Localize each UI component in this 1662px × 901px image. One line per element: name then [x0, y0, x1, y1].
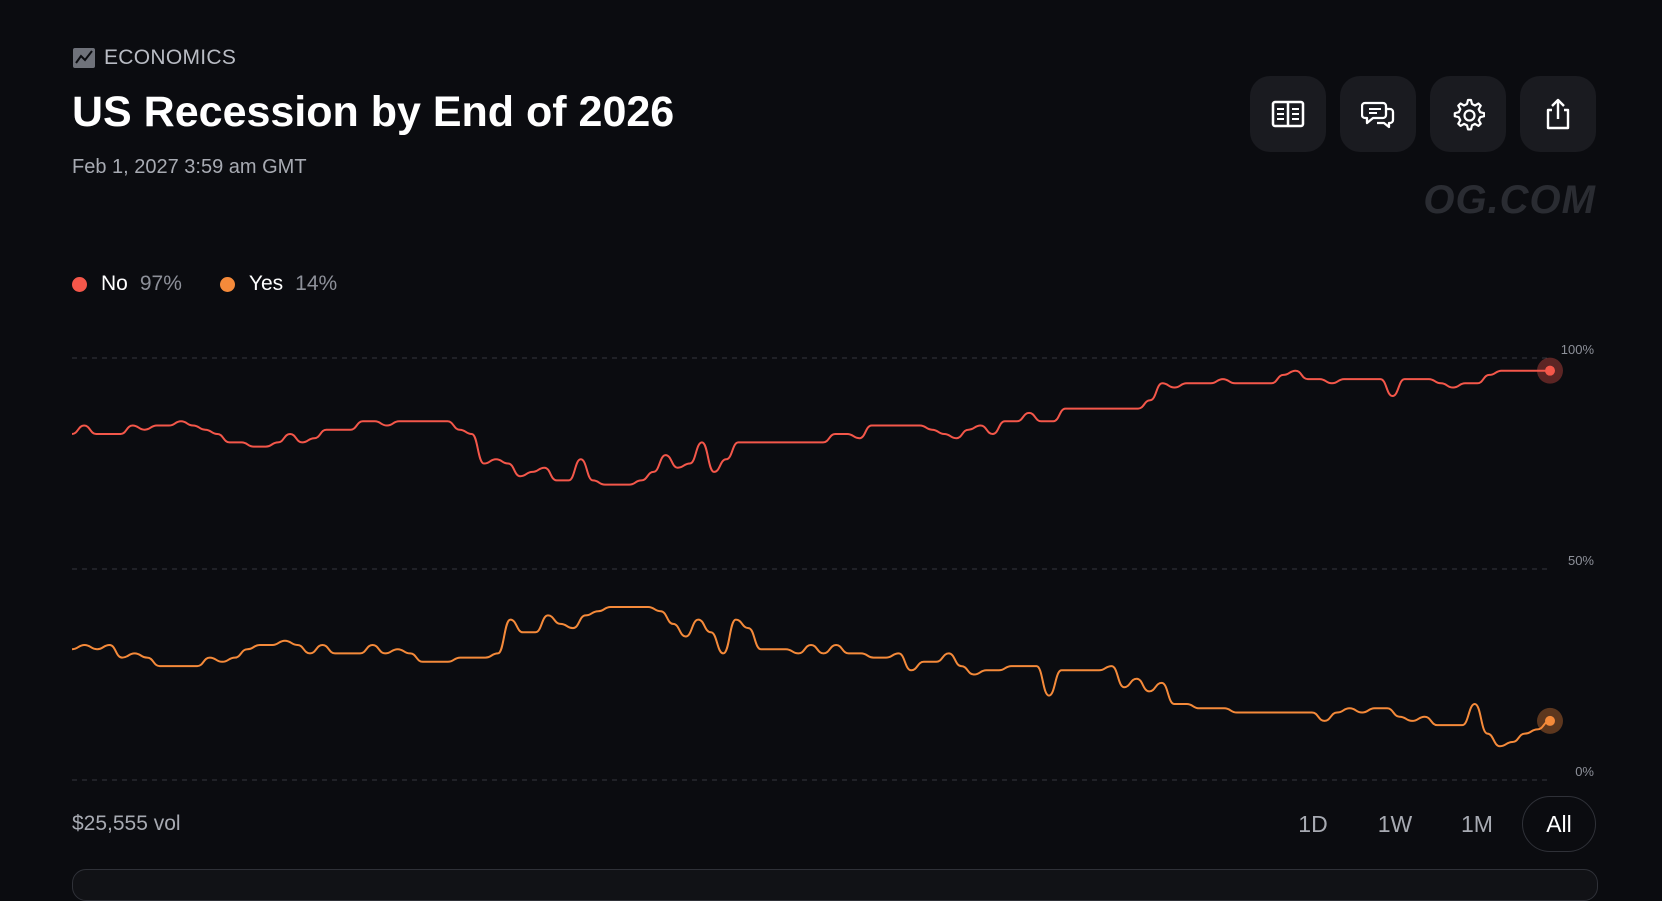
- series-line-no: [71, 369, 1550, 486]
- legend-label-yes: Yes: [248, 272, 284, 295]
- chart-series: [71, 357, 1563, 748]
- legend-item-yes: Yes 14%: [219, 272, 338, 296]
- range-1d-button[interactable]: 1D: [1298, 810, 1328, 837]
- legend-dot-no: [72, 276, 87, 292]
- share-button[interactable]: [1520, 76, 1596, 152]
- settings-button[interactable]: [1430, 76, 1506, 152]
- market-title: US Recession by End of 2026: [72, 88, 675, 136]
- range-1w-button[interactable]: 1W: [1377, 810, 1413, 837]
- category-label: ECONOMICS: [72, 46, 236, 70]
- toolbar: [1250, 76, 1596, 152]
- series-endpoint-yes[interactable]: [1545, 715, 1555, 726]
- settings-gear-icon: [1453, 98, 1485, 131]
- watermark-logo: OG.COM: [1423, 178, 1596, 222]
- rules-book-icon: [1271, 100, 1305, 128]
- range-1m-button[interactable]: 1M: [1461, 810, 1493, 837]
- legend-dot-yes: [219, 276, 235, 292]
- comments-icon: [1361, 101, 1395, 129]
- legend-label-no: No: [101, 272, 128, 295]
- legend-item-no: No 97%: [72, 272, 182, 296]
- bottom-panel: [72, 869, 1598, 901]
- chart-legend: No 97% Yes 14%: [72, 272, 337, 296]
- chart-grid: 100% 50% 0%: [72, 342, 1595, 781]
- price-history-chart: 100% 50% 0%: [71, 342, 1595, 781]
- time-range-selector: 1D 1W 1M All: [1276, 796, 1596, 852]
- series-endpoint-no[interactable]: [1545, 365, 1555, 376]
- y-tick-label: 100%: [1561, 342, 1595, 357]
- market-date: Feb 1, 2027 3:59 am GMT: [72, 156, 307, 178]
- y-tick-label: 50%: [1568, 553, 1594, 568]
- range-all-button[interactable]: All: [1522, 796, 1596, 852]
- rules-button[interactable]: [1250, 76, 1326, 152]
- series-line-yes: [71, 605, 1551, 748]
- legend-value-yes: 14%: [295, 272, 338, 295]
- comments-button[interactable]: [1340, 76, 1416, 152]
- volume-label: $25,555 vol: [72, 812, 181, 835]
- legend-value-no: 97%: [139, 272, 182, 295]
- share-icon: [1546, 98, 1570, 130]
- category-text: ECONOMICS: [104, 46, 237, 69]
- y-tick-label: 0%: [1575, 764, 1594, 779]
- chart-category-icon: [73, 48, 95, 68]
